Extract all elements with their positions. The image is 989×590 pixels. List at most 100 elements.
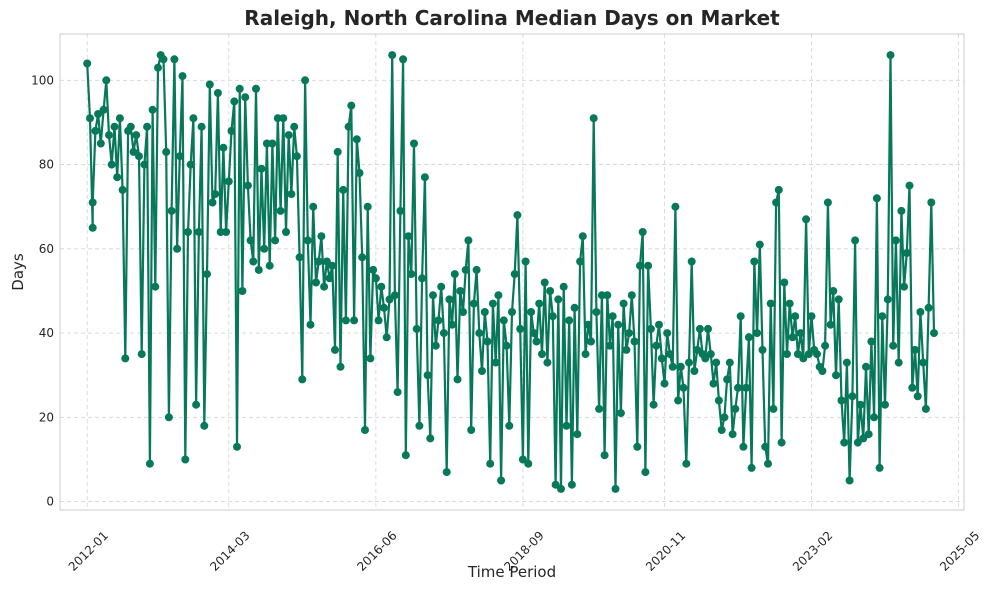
data-point (807, 312, 816, 321)
y-tick-label: 0 (46, 495, 54, 509)
data-point (230, 97, 239, 106)
data-point (469, 299, 478, 308)
data-point (796, 329, 805, 338)
data-point (118, 185, 127, 194)
data-point (655, 320, 663, 329)
data-point (592, 308, 601, 316)
data-point (853, 438, 862, 447)
data-point (91, 126, 100, 135)
data-point (276, 206, 285, 215)
data-point (693, 345, 702, 354)
data-point (423, 371, 432, 380)
data-point (840, 438, 849, 447)
data-point (363, 202, 372, 211)
data-point (529, 329, 538, 338)
data-point (371, 274, 380, 283)
data-point (687, 257, 696, 266)
data-point (358, 253, 367, 262)
data-point (420, 173, 429, 182)
data-point (799, 354, 808, 363)
data-point (314, 257, 323, 266)
data-point (415, 421, 424, 430)
x-axis-label: Time Period (467, 563, 556, 581)
data-point (804, 350, 813, 359)
data-point (437, 282, 446, 291)
data-point (559, 282, 568, 291)
data-point (241, 93, 250, 102)
data-point (312, 278, 320, 287)
data-point (883, 295, 892, 304)
data-point (467, 426, 476, 434)
data-point (429, 291, 437, 300)
data-point (254, 265, 263, 274)
data-point (823, 198, 832, 207)
y-axis-ticks: 0 20 40 60 80 100 (31, 73, 54, 508)
data-point (224, 177, 233, 186)
data-point (611, 484, 620, 493)
y-tick-label: 20 (39, 410, 54, 424)
y-tick-label: 100 (31, 73, 54, 87)
data-point (453, 375, 462, 384)
data-point (772, 198, 781, 207)
data-point (744, 333, 753, 342)
data-point (208, 198, 217, 207)
data-point (701, 354, 710, 363)
data-point (322, 257, 331, 266)
data-point (557, 484, 565, 493)
data-point (450, 270, 459, 279)
data-point (401, 451, 410, 460)
data-point (167, 206, 176, 215)
data-point (845, 476, 854, 485)
data-point (388, 51, 397, 60)
data-point (889, 341, 898, 350)
data-point (774, 185, 783, 194)
data-point (113, 173, 122, 182)
data-point (913, 392, 922, 401)
data-point (788, 333, 797, 342)
data-point (377, 282, 386, 291)
data-point (660, 379, 669, 388)
data-point (475, 329, 484, 338)
data-point (576, 257, 585, 266)
data-point (764, 459, 772, 468)
data-point (665, 350, 674, 359)
data-point (333, 147, 342, 156)
data-point (924, 303, 933, 312)
data-point (235, 84, 244, 93)
data-point (581, 350, 590, 359)
data-point (508, 308, 516, 316)
data-point (894, 358, 903, 367)
data-point (265, 261, 274, 270)
data-point (739, 442, 748, 451)
data-point (456, 287, 465, 295)
data-point (589, 114, 598, 123)
data-point (238, 287, 247, 295)
data-point (758, 345, 767, 354)
data-point (246, 236, 255, 245)
data-point (813, 350, 821, 359)
data-point (404, 232, 413, 241)
data-point (510, 270, 519, 279)
data-point (584, 320, 593, 329)
data-point (720, 413, 729, 422)
data-point (178, 72, 187, 81)
data-point (821, 341, 830, 350)
data-point (222, 228, 231, 236)
data-point (227, 126, 236, 135)
data-point (832, 371, 840, 380)
data-point (791, 312, 800, 321)
data-point (260, 244, 269, 253)
data-point (780, 278, 789, 287)
data-point (135, 152, 143, 161)
y-axis-label: Days (9, 253, 27, 291)
data-point (867, 337, 876, 346)
data-point (126, 122, 135, 131)
data-point (540, 278, 549, 287)
data-point (366, 354, 375, 363)
data-point (361, 426, 369, 434)
data-point (107, 160, 116, 169)
data-point (303, 236, 312, 245)
data-point (630, 337, 639, 346)
data-point (448, 320, 457, 329)
